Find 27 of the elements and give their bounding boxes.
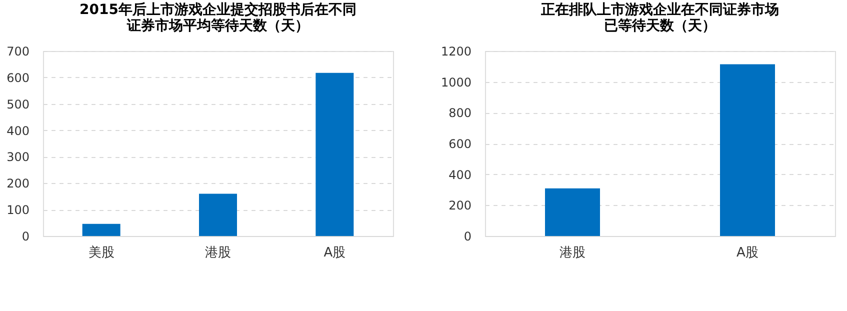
y-tick-label: 0 (22, 230, 30, 244)
x-tick-label: 港股 (560, 246, 586, 260)
y-tick-label: 800 (448, 106, 472, 120)
y-tick-label: 200 (6, 176, 30, 191)
x-tick-label: 美股 (88, 244, 114, 260)
y-tick-label: 400 (448, 168, 472, 182)
x-tick-label: 港股 (205, 246, 231, 260)
x-tick-label: A股 (324, 246, 346, 260)
bar (316, 72, 354, 236)
text: 已等待天数（天） (604, 18, 716, 34)
y-tick-label: 1000 (440, 75, 472, 90)
y-tick-label: 400 (6, 124, 30, 138)
y-tick-label: 200 (448, 198, 472, 213)
text: 正在排队上市游戏企业在不同证券市场 (541, 2, 779, 18)
x-tick-label: A股 (736, 246, 758, 260)
y-tick-label: 700 (6, 44, 30, 58)
bar (199, 194, 237, 236)
y-tick-label: 300 (6, 150, 30, 164)
y-tick-label: 500 (6, 97, 30, 112)
text: 证券市场平均等待天数（天） (127, 18, 309, 34)
y-tick-label: 600 (6, 70, 30, 85)
y-tick-label: 1200 (440, 44, 472, 58)
y-tick-label: 0 (464, 230, 472, 244)
y-tick-label: 600 (448, 137, 472, 151)
bar (82, 224, 120, 236)
y-tick-label: 100 (6, 203, 30, 218)
text: 2015年后上市游戏企业提交招股书后在不同 (80, 2, 356, 18)
